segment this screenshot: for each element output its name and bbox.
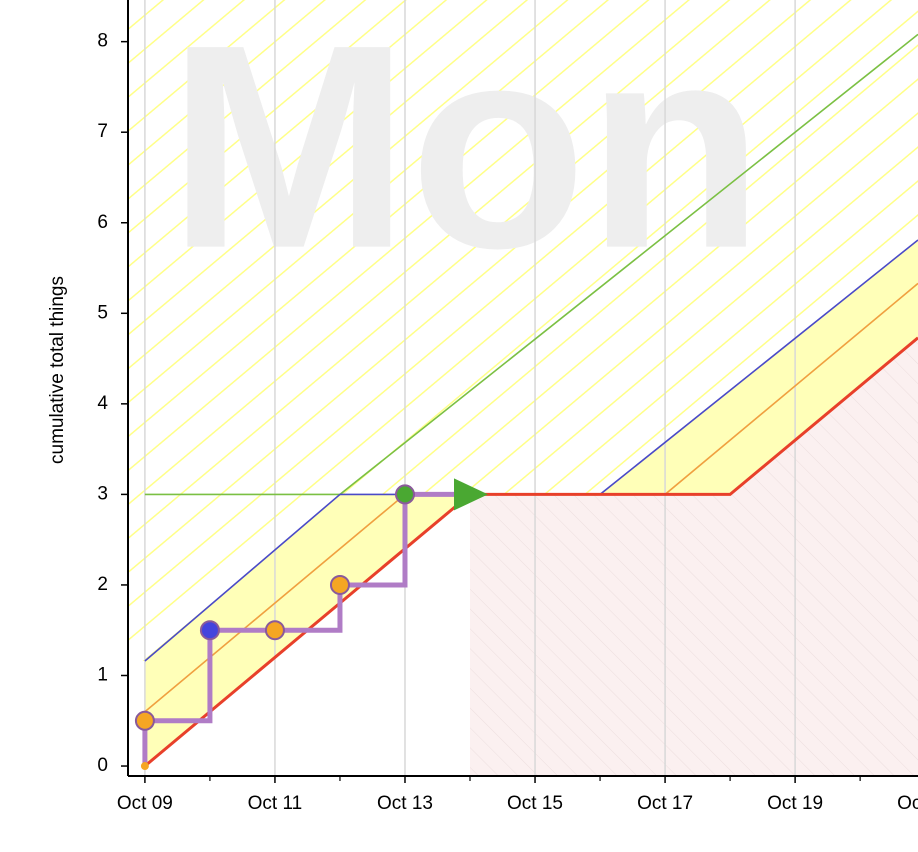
x-tick-label: Oct 19 bbox=[767, 793, 823, 814]
x-tick-label: Oct 15 bbox=[507, 793, 563, 814]
y-axis-label: cumulative total things bbox=[47, 276, 68, 464]
datapoint bbox=[264, 620, 285, 641]
x-tick-label: Oct 13 bbox=[377, 793, 433, 814]
y-tick-label: 5 bbox=[97, 302, 108, 323]
datapoint bbox=[329, 574, 350, 595]
y-tick-label: 6 bbox=[97, 212, 108, 233]
x-tick-label: Oct 11 bbox=[248, 793, 303, 814]
future-region bbox=[470, 337, 918, 776]
step-line bbox=[142, 491, 459, 767]
y-tick-label: 8 bbox=[97, 31, 108, 52]
y-tick-label: 4 bbox=[97, 393, 108, 414]
datapoint bbox=[199, 620, 220, 641]
datapoint bbox=[134, 710, 155, 731]
x-tick-label: Oct 17 bbox=[637, 793, 693, 814]
plot-area: Mon bbox=[128, 0, 918, 776]
y-tick-label: 3 bbox=[97, 483, 108, 504]
y-tick-label: 1 bbox=[97, 665, 108, 686]
y-tick-label: 2 bbox=[97, 574, 108, 595]
arrow bbox=[454, 478, 489, 511]
safe-hatch bbox=[128, 0, 918, 662]
x-tick-label: Oct 09 bbox=[117, 793, 173, 814]
watermark: Mon bbox=[168, 0, 764, 309]
datapoint bbox=[140, 762, 149, 771]
datapoint bbox=[394, 484, 415, 505]
x-tick-label: Oct 21 bbox=[897, 793, 918, 814]
y-tick-label: 7 bbox=[97, 121, 108, 142]
y-tick-label: 0 bbox=[97, 755, 108, 776]
